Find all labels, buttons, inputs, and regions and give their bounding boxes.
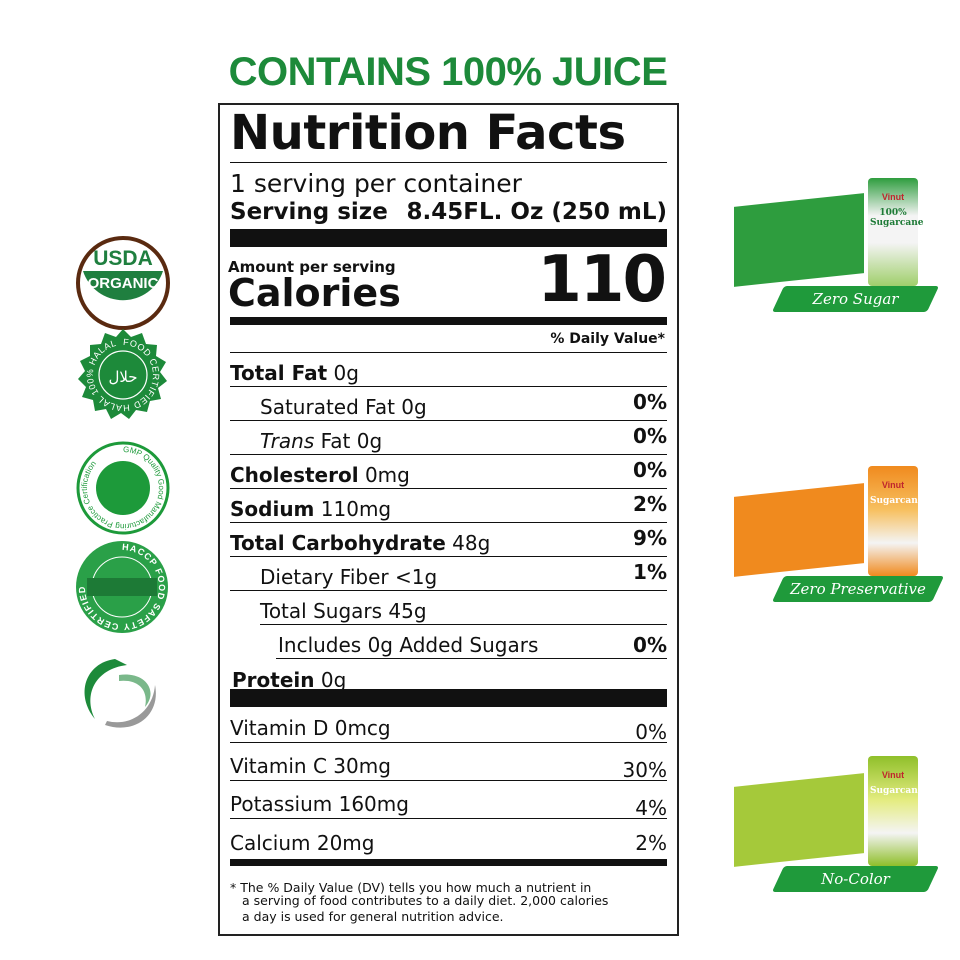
divider xyxy=(230,352,667,353)
nutrient-row-total-carbohydrate: Total Carbohydrate 48g 9% xyxy=(230,523,667,557)
can-text: 100% Sugarcane xyxy=(870,208,924,228)
svg-text:ORGANIC: ORGANIC xyxy=(88,275,159,292)
haccp-icon: HACCP FOOD SAFETY CERTIFIED xyxy=(76,541,168,633)
medium-divider xyxy=(230,317,667,325)
ribbon-zero-preservative: Zero Preservative xyxy=(771,576,945,602)
nutrient-row-added-sugars: Includes 0g Added Sugars 0% xyxy=(276,625,667,659)
nutrient-row-trans-fat: Trans Fat 0g 0% xyxy=(230,421,667,455)
nutrient-row-total-sugars: Total Sugars 45g xyxy=(260,591,667,625)
thick-divider xyxy=(230,689,667,707)
thick-divider xyxy=(230,229,667,247)
product-can: Vinut 100% Sugarcane xyxy=(868,178,924,286)
nutrient-row-sodium: Sodium 110mg 2% xyxy=(230,489,667,523)
calories-label: Calories xyxy=(228,271,401,315)
swirl-logo-icon xyxy=(84,659,156,728)
can-brand: Vinut xyxy=(881,480,905,490)
can-text: Sugarcane xyxy=(870,496,924,506)
product-box xyxy=(734,483,864,577)
gmp-icon: GMP Quality Good Manufacturing Practice … xyxy=(76,441,170,535)
product-no-color: Vinut Sugarcane No-Color xyxy=(728,752,940,892)
amount-per-serving: Amount per serving xyxy=(228,258,396,276)
ribbon-zero-sugar: Zero Sugar xyxy=(771,286,940,312)
serving-size-label: Serving size xyxy=(230,199,388,225)
nutrition-facts-label: Nutrition Facts 1 serving per container … xyxy=(218,103,679,936)
nutrient-row-protein: Protein 0g xyxy=(232,668,347,692)
product-can: Vinut Sugarcane xyxy=(868,756,924,866)
serving-size-value: 8.45FL. Oz (250 mL) xyxy=(406,199,667,225)
product-zero-preservative: Vinut Sugarcane Zero Preservative xyxy=(728,462,945,602)
product-box xyxy=(734,773,864,867)
nutrient-row-total-fat: Total Fat 0g xyxy=(230,353,667,387)
product-box xyxy=(734,193,864,287)
vitamin-row: Vitamin D 0mcg 0% xyxy=(230,705,667,744)
vitamin-row: Vitamin C 30mg 30% xyxy=(230,743,667,782)
headline: CONTAINS 100% JUICE xyxy=(228,50,668,94)
svg-text:حلال: حلال xyxy=(108,368,137,386)
calories-value: 110 xyxy=(537,243,667,317)
halal-icon: حلال FOOD CERTIFIED HALAL 100% HALAL xyxy=(78,329,167,419)
ribbon-no-color: No-Color xyxy=(771,866,940,892)
vitamin-row: Potassium 160mg 4% xyxy=(230,781,667,820)
can-brand: Vinut xyxy=(881,770,905,780)
daily-value-header: % Daily Value* xyxy=(550,331,665,347)
svg-text:USDA: USDA xyxy=(93,247,153,270)
product-can: Vinut Sugarcane xyxy=(868,466,924,576)
can-brand: Vinut xyxy=(881,192,905,202)
label-title: Nutrition Facts xyxy=(230,105,626,161)
medium-divider xyxy=(230,859,667,866)
servings-per-container: 1 serving per container xyxy=(230,169,522,198)
usda-organic-icon: USDA ORGANIC xyxy=(76,236,170,330)
vitamin-row: Calcium 20mg 2% xyxy=(230,831,667,855)
divider xyxy=(230,162,667,163)
footnote: * The % Daily Value (DV) tells you how m… xyxy=(230,880,609,924)
nutrient-row-dietary-fiber: Dietary Fiber <1g 1% xyxy=(230,557,667,591)
can-text: Sugarcane xyxy=(870,786,924,796)
nutrient-row-saturated-fat: Saturated Fat 0g 0% xyxy=(230,387,667,421)
nutrient-row-cholesterol: Cholesterol 0mg 0% xyxy=(230,455,667,489)
product-zero-sugar: Vinut 100% Sugarcane Zero Sugar xyxy=(728,172,940,312)
